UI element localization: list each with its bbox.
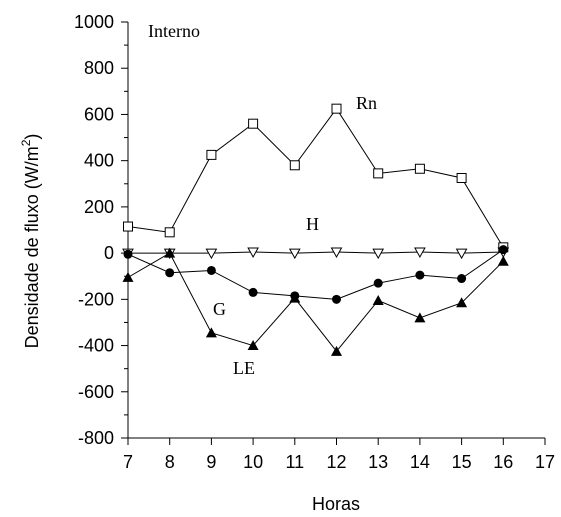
series-line-h bbox=[128, 251, 504, 254]
axes bbox=[127, 22, 545, 439]
x-tick-label: 13 bbox=[368, 452, 388, 472]
point-g bbox=[165, 268, 175, 278]
y-ticks: 1000 800 600 400 200 0 -200 -400 -600 -800 bbox=[74, 12, 128, 448]
series-label-h: H bbox=[306, 214, 319, 234]
point-h bbox=[455, 248, 468, 260]
x-tick-label: 14 bbox=[410, 452, 430, 472]
series-lines bbox=[127, 107, 504, 353]
point-h bbox=[247, 247, 259, 258]
point-rn bbox=[164, 227, 175, 238]
y-tick-label: 400 bbox=[84, 151, 114, 171]
point-g bbox=[206, 265, 216, 275]
panel-label: Interno bbox=[148, 21, 200, 41]
point-h bbox=[205, 248, 218, 260]
series-label-rn: Rn bbox=[356, 93, 377, 113]
point-le bbox=[414, 312, 426, 323]
point-le bbox=[289, 292, 301, 303]
x-tick-label: 9 bbox=[206, 452, 216, 472]
x-tick-label: 16 bbox=[493, 452, 513, 472]
point-rn bbox=[331, 103, 342, 114]
point-g bbox=[373, 278, 383, 288]
point-h bbox=[330, 247, 343, 258]
point-rn bbox=[456, 173, 467, 183]
x-tick-label: 7 bbox=[123, 452, 133, 472]
point-h bbox=[288, 248, 301, 260]
point-le bbox=[331, 345, 342, 356]
point-g bbox=[123, 249, 133, 259]
y-axis-title: Densidade de fluxo (W/m2) bbox=[19, 134, 42, 349]
y-tick-label: -600 bbox=[78, 382, 114, 402]
point-rn bbox=[289, 160, 300, 171]
y-tick-label: -800 bbox=[78, 428, 114, 448]
x-tick-label: 12 bbox=[326, 452, 346, 472]
point-le bbox=[205, 327, 217, 338]
point-rn bbox=[373, 168, 384, 179]
y-tick-label: 0 bbox=[104, 243, 114, 263]
point-h bbox=[372, 248, 385, 260]
y-axis-title-suffix: ) bbox=[22, 134, 42, 140]
y-tick-label: -400 bbox=[78, 336, 114, 356]
point-le bbox=[372, 294, 384, 305]
series-line-rn bbox=[127, 107, 504, 248]
y-axis-title-superscript: 2 bbox=[19, 139, 33, 146]
x-axis-title: Horas bbox=[312, 494, 360, 514]
point-g bbox=[457, 274, 467, 284]
y-axis-title-main: Densidade de fluxo (W/m bbox=[22, 146, 42, 348]
x-tick-label: 15 bbox=[452, 452, 472, 472]
point-le bbox=[497, 255, 509, 266]
series-line-le bbox=[127, 252, 504, 353]
point-le bbox=[456, 297, 468, 308]
point-h bbox=[414, 247, 426, 258]
point-le bbox=[164, 247, 176, 258]
y-tick-label: 600 bbox=[84, 104, 114, 124]
point-rn bbox=[206, 149, 217, 160]
point-g bbox=[415, 270, 425, 280]
point-le bbox=[122, 271, 134, 282]
y-tick-label: 1000 bbox=[74, 12, 114, 32]
point-g bbox=[248, 287, 258, 297]
y-tick-label: 800 bbox=[84, 58, 114, 78]
point-rn bbox=[414, 163, 425, 174]
y-tick-label: 200 bbox=[84, 197, 114, 217]
series-label-le: LE bbox=[233, 358, 255, 378]
series-markers bbox=[122, 103, 510, 356]
x-tick-label: 17 bbox=[535, 452, 555, 472]
point-g bbox=[498, 245, 508, 255]
point-rn bbox=[248, 118, 259, 129]
point-rn bbox=[123, 221, 133, 232]
y-tick-label: -200 bbox=[78, 289, 114, 309]
series-line-g bbox=[127, 249, 504, 300]
point-le bbox=[247, 340, 259, 351]
x-tick-label: 8 bbox=[165, 452, 175, 472]
x-tick-label: 11 bbox=[285, 452, 304, 472]
x-tick-label: 10 bbox=[243, 452, 263, 472]
x-ticks: 7 8 9 10 11 12 13 14 15 16 17 bbox=[123, 438, 555, 472]
point-g bbox=[332, 294, 341, 304]
series-label-g: G bbox=[213, 299, 226, 319]
